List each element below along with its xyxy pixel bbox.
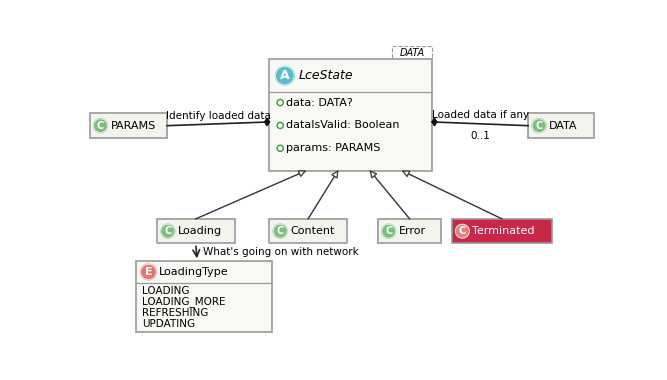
Text: LOADING_MORE: LOADING_MORE (142, 296, 225, 307)
Text: dataIsValid: Boolean: dataIsValid: Boolean (286, 120, 400, 130)
Polygon shape (370, 171, 377, 178)
Circle shape (161, 224, 175, 238)
Circle shape (456, 224, 470, 238)
Text: data: DATA?: data: DATA? (286, 98, 353, 108)
Circle shape (141, 264, 156, 280)
Bar (136, 261, 271, 332)
Text: What's going on with network: What's going on with network (203, 247, 359, 257)
Polygon shape (403, 171, 410, 177)
Text: UPDATING: UPDATING (142, 318, 195, 329)
Text: C: C (385, 226, 392, 236)
Text: Identify loaded data: Identify loaded data (166, 111, 271, 121)
Circle shape (273, 224, 287, 238)
Polygon shape (298, 171, 305, 176)
Text: C: C (277, 226, 284, 236)
Text: params: PARAMS: params: PARAMS (286, 143, 381, 153)
Bar (157, 219, 235, 244)
Text: Error: Error (399, 226, 426, 236)
Text: Loading: Loading (178, 226, 222, 236)
Text: LOADING: LOADING (142, 286, 190, 296)
Bar (392, 46, 432, 59)
Circle shape (532, 119, 546, 133)
Circle shape (382, 224, 396, 238)
Polygon shape (265, 118, 269, 126)
Bar (269, 59, 432, 171)
Text: C: C (536, 121, 543, 131)
Text: E: E (145, 267, 152, 277)
Text: PARAMS: PARAMS (111, 121, 156, 131)
Text: C: C (459, 226, 466, 236)
Bar (452, 219, 552, 244)
Polygon shape (332, 171, 338, 178)
Polygon shape (432, 118, 437, 126)
Circle shape (93, 119, 107, 133)
Text: C: C (164, 226, 171, 236)
Text: C: C (97, 121, 104, 131)
Text: A: A (280, 69, 289, 82)
Text: Loaded data if any: Loaded data if any (432, 110, 529, 120)
Text: DATA: DATA (549, 121, 578, 131)
Text: LoadingType: LoadingType (159, 267, 229, 277)
Text: Content: Content (290, 226, 335, 236)
Text: LceState: LceState (299, 69, 354, 82)
Bar (89, 113, 167, 138)
Text: DATA: DATA (400, 48, 424, 57)
Bar (528, 113, 594, 138)
Bar (378, 219, 442, 244)
Text: Terminated: Terminated (472, 226, 535, 236)
Text: REFRESHING: REFRESHING (142, 308, 209, 318)
Text: 0..1: 0..1 (470, 131, 490, 141)
Circle shape (275, 66, 294, 85)
Bar (269, 219, 347, 244)
